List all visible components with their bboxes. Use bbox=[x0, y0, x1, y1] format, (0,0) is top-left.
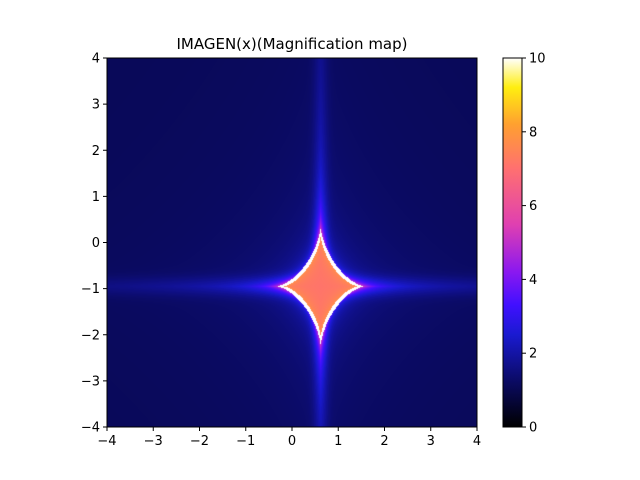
x-tick-label: −4 bbox=[97, 434, 116, 449]
x-tick-label: 3 bbox=[427, 434, 435, 449]
y-tick-label: −1 bbox=[81, 282, 100, 297]
x-tick-label: 4 bbox=[473, 434, 481, 449]
colorbar-tick-label: 6 bbox=[529, 199, 537, 214]
colorbar-tick-label: 8 bbox=[529, 125, 537, 140]
x-tick-label: −2 bbox=[190, 434, 209, 449]
heatmap-image bbox=[107, 58, 477, 427]
y-tick-label: −3 bbox=[81, 374, 100, 389]
chart-title: IMAGEN(x)(Magnification map) bbox=[176, 35, 407, 53]
colorbar-ticks: 0 2 4 6 8 10 bbox=[522, 52, 546, 436]
y-tick-label: 2 bbox=[92, 144, 100, 159]
colorbar-tick-label: 10 bbox=[529, 52, 546, 67]
y-tick-label: 1 bbox=[92, 190, 100, 205]
y-axis: −4 −3 −2 −1 0 1 2 3 4 bbox=[81, 52, 107, 436]
colorbar-frame bbox=[502, 57, 523, 428]
colorbar-tick-label: 0 bbox=[529, 421, 537, 436]
colorbar-gradient bbox=[503, 58, 522, 427]
colorbar-tick-label: 4 bbox=[529, 273, 537, 288]
y-tick-label: −2 bbox=[81, 328, 100, 343]
x-tick-label: 1 bbox=[334, 434, 342, 449]
y-tick-label: 4 bbox=[92, 52, 100, 67]
colorbar: 0 2 4 6 8 10 bbox=[502, 52, 546, 436]
colorbar-tick-label: 2 bbox=[529, 347, 537, 362]
x-tick-label: 0 bbox=[288, 434, 296, 449]
y-tick-label: 3 bbox=[92, 98, 100, 113]
y-tick-label: −4 bbox=[81, 421, 100, 436]
x-axis: −4 −3 −2 −1 0 1 2 3 4 bbox=[97, 427, 481, 449]
x-tick-label: 2 bbox=[380, 434, 388, 449]
heatmap-plot-area bbox=[106, 57, 478, 428]
x-tick-label: −1 bbox=[236, 434, 255, 449]
y-tick-label: 0 bbox=[92, 236, 100, 251]
x-tick-label: −3 bbox=[144, 434, 163, 449]
